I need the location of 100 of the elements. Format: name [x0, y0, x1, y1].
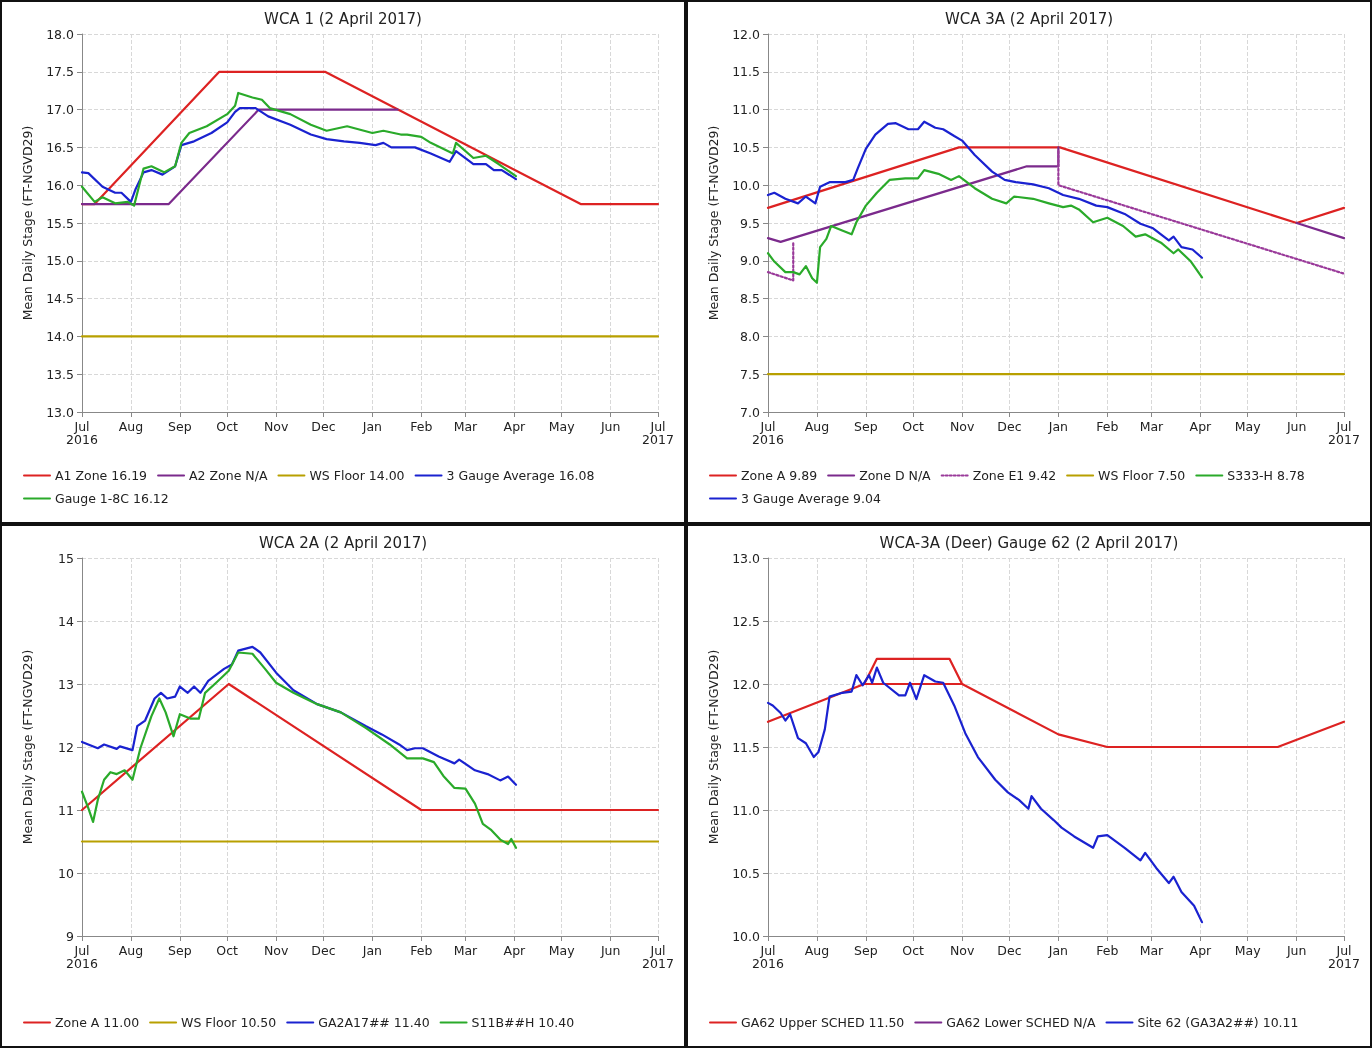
legend-label: Zone A 9.89	[741, 468, 818, 483]
legend-label: 3 Gauge Average 16.08	[446, 468, 595, 483]
x-tick-label: Apr	[1189, 419, 1213, 434]
x-tick-label: Nov	[949, 943, 975, 958]
x-tick-label: May	[1234, 419, 1262, 434]
y-tick-label: 9	[66, 928, 75, 944]
x-tick-label: Apr	[503, 419, 527, 434]
legend-label: Gauge 1-8C 16.12	[55, 491, 169, 506]
legend-label: WS Floor 7.50	[1098, 468, 1186, 483]
x-tick-label: Feb	[410, 419, 433, 434]
y-tick-label: 16.0	[46, 177, 75, 193]
x-tick-label: Aug	[118, 419, 144, 434]
x-tick-label: Mar	[1139, 419, 1165, 434]
x-tick-label: Sep	[854, 419, 878, 434]
legend-label: Site 62 (GA3A2##) 10.11	[1137, 1015, 1299, 1030]
y-axis-title: Mean Daily Stage (FT-NGVD29)	[20, 649, 35, 845]
y-tick-label: 13	[58, 676, 74, 692]
y-tick-label: 8.0	[740, 328, 761, 344]
y-tick-label: 10.5	[732, 865, 760, 881]
legend-label: GA62 Upper SCHED 11.50	[741, 1015, 905, 1030]
y-tick-label: 7.5	[740, 366, 760, 382]
y-tick-label: 15.0	[46, 253, 75, 269]
x-tick-label: Nov	[949, 419, 975, 434]
y-tick-label: 10	[58, 865, 75, 881]
x-tick-label: Dec	[311, 419, 336, 434]
y-tick-label: 17.0	[46, 102, 75, 118]
x-tick-label: May	[548, 419, 576, 434]
legend-label: A2 Zone N/A	[189, 468, 268, 483]
chart-title: WCA 2A (2 April 2017)	[258, 533, 428, 552]
y-tick-label: 17.5	[46, 64, 74, 80]
y-tick-label: 13.5	[46, 366, 74, 382]
x-tick-label: Aug	[804, 943, 830, 958]
legend-label: WS Floor 14.00	[309, 468, 405, 483]
x-tick-label: Oct	[216, 943, 239, 958]
y-tick-label: 13.0	[732, 550, 761, 566]
y-axis-title: Mean Daily Stage (FT-NGVD29)	[706, 125, 721, 321]
x-tick-label: Oct	[902, 419, 925, 434]
legend-label: Zone E1 9.42	[972, 468, 1057, 483]
y-tick-label: 12.0	[732, 676, 761, 692]
x-tick-label: Apr	[503, 943, 527, 958]
x-tick-label: Sep	[854, 943, 878, 958]
x-tick-label: Jan	[1047, 943, 1069, 958]
legend-label: S11B##H 10.40	[471, 1015, 575, 1030]
y-tick-label: 16.5	[46, 139, 74, 155]
x-tick-label: Mar	[453, 419, 479, 434]
legend-label: WS Floor 10.50	[181, 1015, 277, 1030]
y-tick-label: 14	[58, 613, 75, 629]
y-tick-label: 11.0	[732, 802, 761, 818]
y-tick-label: 11.0	[732, 102, 761, 118]
x-tick-label: Jul 2017	[1328, 943, 1360, 971]
x-tick-label: Sep	[168, 419, 192, 434]
x-tick-label: Jun	[599, 943, 621, 958]
y-tick-label: 15.5	[46, 215, 74, 231]
y-tick-label: 11.5	[732, 739, 760, 755]
x-tick-label: Jul 2017	[642, 419, 674, 447]
x-tick-label: Nov	[263, 419, 289, 434]
x-tick-label: Apr	[1189, 943, 1213, 958]
x-tick-label: Nov	[263, 943, 289, 958]
x-tick-label: Dec	[311, 943, 336, 958]
legend-label: Zone A 11.00	[55, 1015, 140, 1030]
x-tick-label: Jan	[1047, 419, 1069, 434]
legend-label: Zone D N/A	[859, 468, 932, 483]
x-tick-label: Jul 2016	[752, 943, 784, 971]
y-tick-label: 9.5	[740, 215, 760, 231]
y-tick-label: 13.0	[46, 404, 75, 420]
y-tick-label: 12.5	[732, 613, 760, 629]
y-tick-label: 12.0	[732, 26, 761, 42]
chart-title: WCA 3A (2 April 2017)	[944, 9, 1114, 28]
y-tick-label: 9.0	[740, 253, 761, 269]
x-tick-label: Jul 2016	[752, 419, 784, 447]
chart-title: WCA 1 (2 April 2017)	[264, 9, 422, 28]
x-tick-label: Jun	[599, 419, 621, 434]
x-tick-label: Jul 2017	[642, 943, 674, 971]
x-tick-label: Feb	[1096, 419, 1119, 434]
y-tick-label: 11.5	[732, 64, 760, 80]
x-tick-label: May	[1234, 943, 1262, 958]
y-tick-label: 10.0	[732, 177, 761, 193]
x-tick-label: Oct	[902, 943, 925, 958]
legend-label: S333-H 8.78	[1227, 468, 1305, 483]
y-tick-label: 15	[58, 550, 74, 566]
legend-label: GA2A17## 11.40	[318, 1015, 430, 1030]
x-tick-label: Jun	[1285, 943, 1307, 958]
x-tick-label: Jan	[361, 419, 383, 434]
y-tick-label: 8.5	[740, 291, 760, 307]
chart-title: WCA-3A (Deer) Gauge 62 (2 April 2017)	[879, 533, 1179, 552]
legend-label: A1 Zone 16.19	[55, 468, 148, 483]
legend-label: 3 Gauge Average 9.04	[741, 491, 881, 506]
x-tick-label: Jul 2016	[66, 419, 98, 447]
y-axis-title: Mean Daily Stage (FT-NGVD29)	[706, 649, 721, 845]
x-tick-label: Sep	[168, 943, 192, 958]
x-tick-label: Jan	[361, 943, 383, 958]
x-tick-label: Aug	[118, 943, 144, 958]
y-tick-label: 7.0	[740, 404, 761, 420]
y-tick-label: 14.5	[46, 291, 74, 307]
y-tick-label: 18.0	[46, 26, 75, 42]
x-tick-label: Jun	[1285, 419, 1307, 434]
y-tick-label: 10.5	[732, 139, 760, 155]
x-tick-label: Mar	[1139, 943, 1165, 958]
y-tick-label: 10.0	[732, 928, 761, 944]
x-tick-label: Feb	[410, 943, 433, 958]
